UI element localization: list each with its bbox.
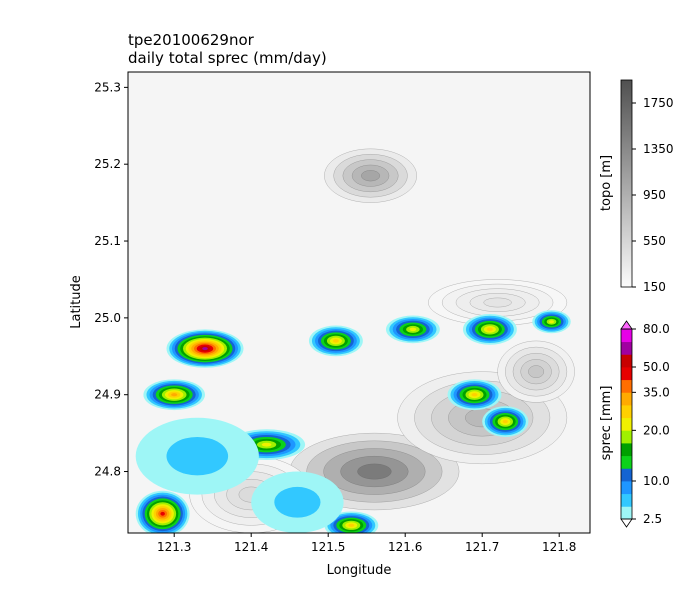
precipitation-layer bbox=[135, 310, 571, 533]
sprec-tick-label: 80.0 bbox=[643, 322, 670, 336]
sprec-colorbar-segment bbox=[621, 506, 632, 520]
topo-peak-0-level-4 bbox=[361, 170, 380, 182]
sprec-colorbar: 2.5 10.0 20.0 35.0 50.0 80.0 bbox=[620, 320, 670, 528]
sprec-cell-9-level-8 bbox=[471, 392, 478, 397]
chart-subtitle: daily total sprec (mm/day) bbox=[128, 49, 327, 67]
sprec-colorbar-label: sprec [mm] bbox=[599, 386, 614, 461]
x-tick-label: 121.4 bbox=[234, 540, 268, 554]
sprec-colorbar-segment bbox=[621, 392, 632, 406]
plot-frame bbox=[127, 71, 591, 534]
y-tick-label: 25.0 bbox=[94, 311, 121, 325]
sprec-colorbar-segment bbox=[621, 329, 632, 343]
y-tick-label: 25.1 bbox=[94, 234, 121, 248]
x-tick-label: 121.7 bbox=[465, 540, 499, 554]
sprec-colorbar-segment bbox=[621, 443, 632, 457]
x-axis: 121.3 121.4 121.5 121.6 121.7 121.8 bbox=[157, 533, 576, 554]
y-tick-label: 24.8 bbox=[94, 465, 121, 479]
topo-peak-5-level-4 bbox=[483, 297, 512, 308]
sprec-cell-10-level-8 bbox=[502, 419, 508, 424]
sprec-tick-label: 10.0 bbox=[643, 474, 670, 488]
sprec-colorbar-segment bbox=[621, 468, 632, 482]
sprec-colorbar-frame bbox=[620, 328, 633, 520]
topo-colorbar-label: topo [m] bbox=[599, 155, 614, 211]
sprec-cell-4-level-8 bbox=[348, 523, 355, 527]
sprec-cell-6-level-7 bbox=[409, 327, 417, 332]
sprec-colorbar-segment bbox=[621, 367, 632, 381]
x-tick-label: 121.3 bbox=[157, 540, 191, 554]
sprec-cell-0-level-13 bbox=[202, 347, 208, 351]
plot-area bbox=[135, 148, 575, 533]
sprec-cell-1-level-9 bbox=[171, 393, 178, 397]
sprec-tick-label: 50.0 bbox=[643, 360, 670, 374]
sprec-tick-label: 35.0 bbox=[643, 385, 670, 399]
topo-tick-label: 1750 bbox=[643, 96, 674, 110]
sprec-colorbar-segment bbox=[621, 481, 632, 495]
y-axis-label: Latitude bbox=[69, 275, 84, 329]
sprec-colorbar-segment bbox=[621, 379, 632, 393]
sprec-cell-2-level-7 bbox=[261, 442, 272, 447]
sprec-cell-7-level-8 bbox=[486, 327, 493, 332]
topo-colorbar: 150 550 950 1350 1750 bbox=[620, 79, 674, 294]
sprec-cell-5-level-8 bbox=[332, 339, 339, 343]
sprec-colorbar-segment bbox=[621, 430, 632, 444]
sprec-cell-11-level-1 bbox=[166, 436, 229, 476]
x-tick-label: 121.5 bbox=[311, 540, 345, 554]
sprec-colorbar-extend-min bbox=[620, 518, 633, 528]
x-axis-label: Longitude bbox=[327, 563, 392, 578]
topo-colorbar-fill bbox=[620, 79, 633, 288]
y-tick-label: 25.2 bbox=[94, 157, 121, 171]
sprec-colorbar-segment bbox=[621, 405, 632, 419]
topo-tick-label: 550 bbox=[643, 234, 666, 248]
sprec-tick-label: 20.0 bbox=[643, 423, 670, 437]
topo-peak-1-level-4 bbox=[357, 463, 392, 480]
sprec-colorbar-segment bbox=[621, 493, 632, 507]
sprec-colorbar-segment bbox=[621, 455, 632, 469]
sprec-cell-8-level-7 bbox=[549, 320, 554, 324]
topography-layer bbox=[189, 148, 575, 533]
sprec-colorbar-extend-max bbox=[620, 320, 633, 330]
topo-tick-label: 1350 bbox=[643, 142, 674, 156]
y-tick-label: 24.9 bbox=[94, 388, 121, 402]
x-tick-label: 121.8 bbox=[542, 540, 576, 554]
chart-title: tpe20100629nor bbox=[128, 31, 254, 49]
x-tick-label: 121.6 bbox=[388, 540, 422, 554]
sprec-tick-label: 2.5 bbox=[643, 512, 662, 526]
sprec-colorbar-segment bbox=[621, 354, 632, 368]
sprec-cell-3-level-11 bbox=[160, 511, 165, 516]
y-tick-label: 25.3 bbox=[94, 80, 121, 94]
y-axis: 24.8 24.9 25.0 25.1 25.2 25.3 bbox=[94, 80, 128, 479]
sprec-colorbar-segment bbox=[621, 341, 632, 355]
sprec-colorbar-segment bbox=[621, 417, 632, 431]
sprec-cell-12-level-1 bbox=[274, 486, 321, 518]
topo-tick-label: 150 bbox=[643, 280, 666, 294]
topo-peak-3-level-4 bbox=[528, 365, 544, 378]
topo-tick-label: 950 bbox=[643, 188, 666, 202]
